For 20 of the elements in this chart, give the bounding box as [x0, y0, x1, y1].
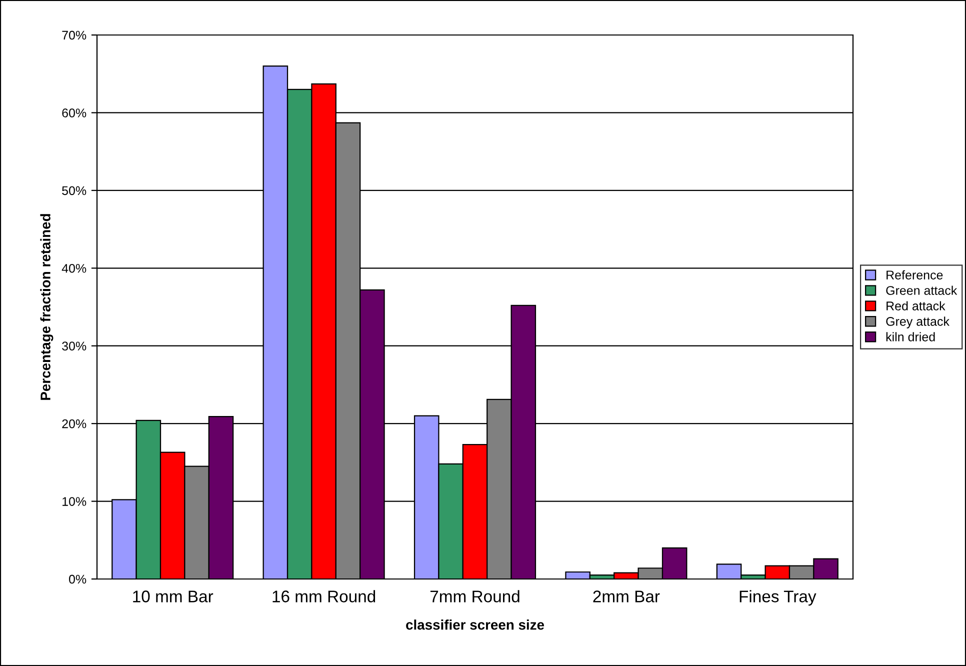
x-tick-label: 10 mm Bar [133, 590, 214, 602]
y-tick-label: 20% [62, 419, 86, 428]
y-tick-label: 50% [62, 186, 86, 196]
y-axis-title: Percentage fraction retained [40, 214, 54, 400]
x-tick-label: Fines Tray [740, 590, 816, 606]
y-tick-label: 40% [62, 264, 86, 273]
x-axis-title: classifier screen size [406, 620, 544, 630]
legend-label: Red attack [886, 301, 946, 310]
legend-label: Green attack [886, 286, 958, 295]
y-tick-label: 60% [62, 108, 86, 118]
x-tick-label: 16 mm Round [272, 590, 376, 602]
legend-label: Reference [886, 270, 943, 280]
x-tick-label: 7mm Round [430, 590, 520, 602]
y-tick-label: 10% [62, 497, 86, 506]
y-tick-label: 70% [62, 30, 86, 40]
y-tick-label: 0% [69, 574, 86, 584]
legend-label: Grey attack [886, 316, 950, 328]
legend-label: kiln dried [886, 332, 935, 342]
y-tick-label: 30% [62, 342, 86, 351]
x-tick-label: 2mm Bar [593, 590, 660, 602]
